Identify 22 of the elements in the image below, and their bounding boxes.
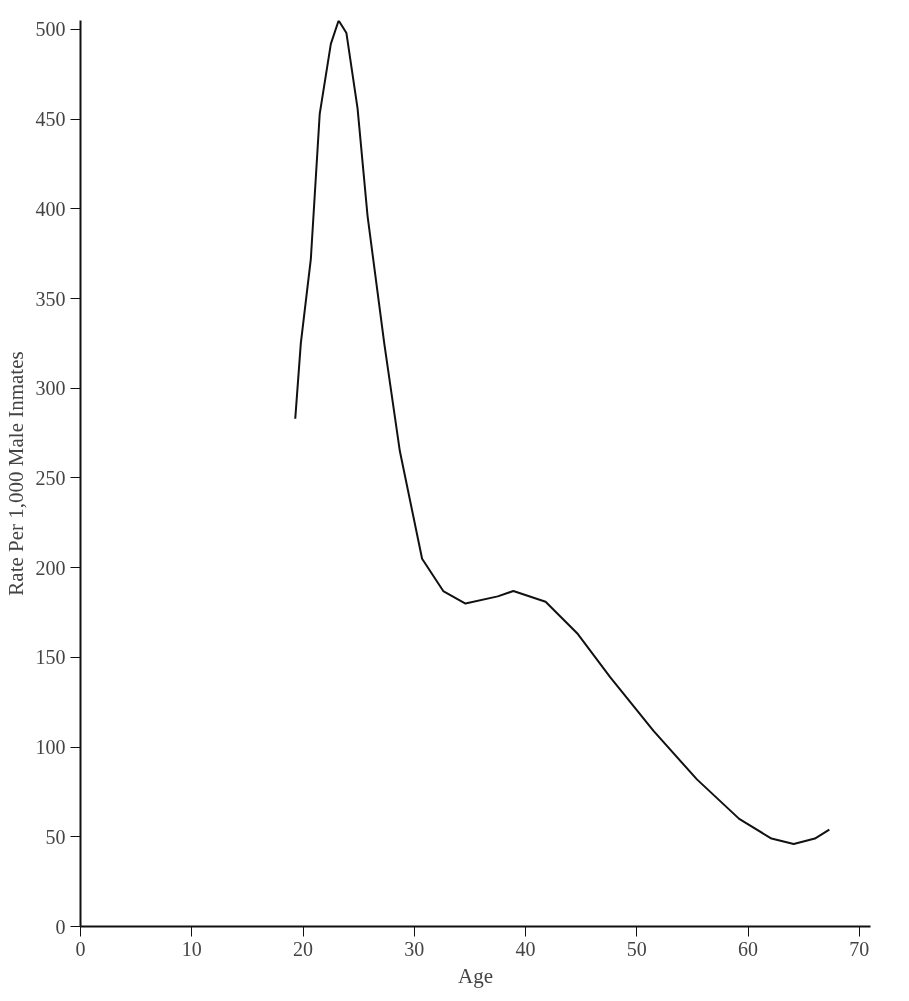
- x-tick-label: 30: [404, 937, 425, 960]
- x-tick-label: 10: [181, 937, 202, 960]
- line-series: [294, 20, 831, 845]
- y-axis-title: Rate Per 1,000 Male Inmates: [3, 351, 28, 596]
- y-tick-label: 300: [35, 377, 66, 400]
- y-tick-label: 500: [35, 18, 66, 41]
- x-tick-label: 60: [738, 937, 759, 960]
- y-tick-label: 200: [35, 556, 66, 579]
- y-tick-label: 400: [35, 197, 66, 220]
- x-axis-title: Age: [458, 963, 494, 988]
- y-tick-label: 350: [35, 287, 66, 310]
- x-tick-label: 20: [293, 937, 314, 960]
- y-tick-label: 0: [55, 915, 66, 938]
- y-tick-label: 50: [45, 825, 66, 848]
- x-tick-label: 40: [515, 937, 536, 960]
- x-tick-label: 50: [626, 937, 647, 960]
- y-tick-label: 450: [35, 108, 66, 131]
- y-tick-label: 100: [35, 736, 66, 759]
- x-tick-label: 0: [75, 937, 86, 960]
- x-tick-label: 70: [849, 937, 870, 960]
- y-tick-label: 150: [35, 646, 66, 669]
- y-tick-label: 250: [35, 466, 66, 489]
